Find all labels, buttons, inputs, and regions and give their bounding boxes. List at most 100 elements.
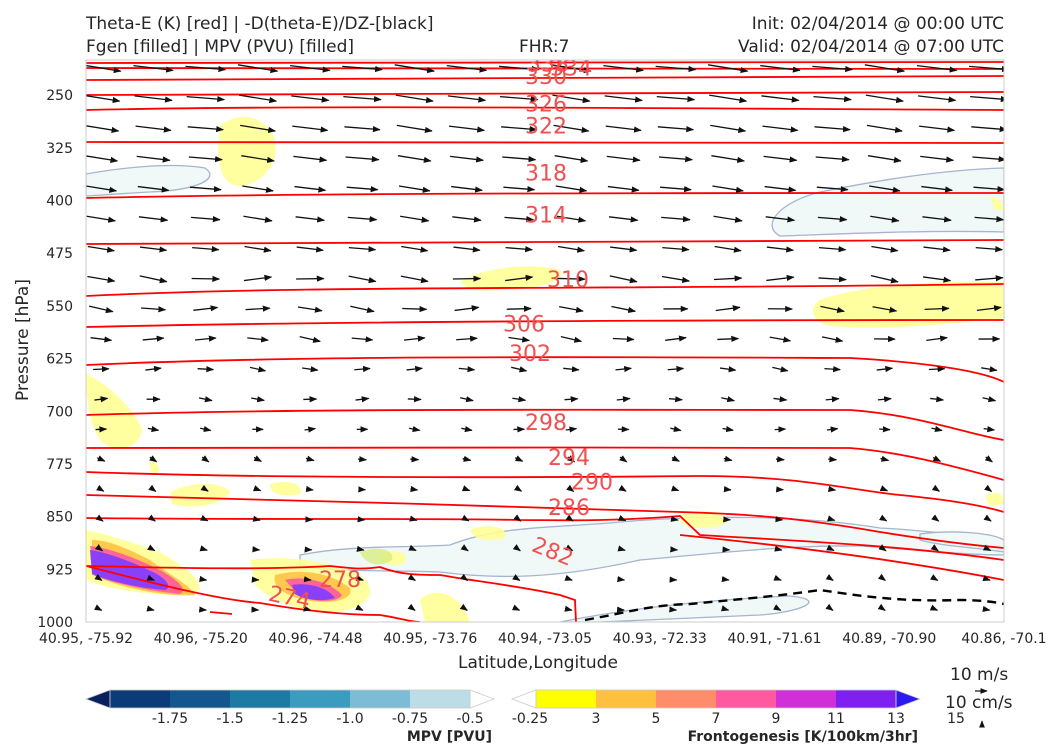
wind-vector [402, 305, 428, 313]
wind-vector [931, 425, 943, 433]
theta-e-line-306 [86, 319, 1004, 328]
wind-vector [512, 544, 521, 552]
wind-vector [447, 95, 487, 103]
wind-vector [347, 216, 378, 223]
wind-vector [342, 65, 383, 73]
wind-vector [657, 125, 695, 133]
wind-vector [717, 335, 740, 342]
wind-vectors [86, 64, 1004, 613]
colorbar-extend-left [84, 689, 111, 709]
colorbar-box [596, 690, 657, 708]
wind-vector [350, 305, 375, 314]
wind-vector [243, 274, 273, 282]
wind-vector [566, 455, 576, 463]
wind-vector [774, 426, 787, 433]
colorbar-frame [535, 689, 897, 709]
dashed-contour [584, 588, 1004, 622]
wind-vector [559, 306, 584, 313]
wind-vector [185, 65, 227, 73]
wind-vector [661, 275, 691, 283]
theta-e-label-290: 290 [571, 471, 613, 496]
wind-vector [560, 336, 583, 343]
wind-vector [821, 336, 844, 343]
wind-vector [825, 396, 840, 403]
wind-vector [242, 185, 274, 193]
wind-vector [922, 216, 952, 223]
ref-horizontal-label: 10 m/s [950, 665, 1008, 685]
wind-vector [400, 275, 429, 284]
wind-vector [972, 155, 1004, 163]
plot-area: 3383343303263223183143103063022982942902… [86, 60, 1004, 622]
x-tick-label: 40.91, -71.61 [727, 631, 821, 647]
wind-vector [655, 65, 697, 73]
wind-vector [238, 94, 278, 104]
wind-vector [762, 125, 799, 133]
wind-vector [932, 455, 942, 462]
wind-vector [930, 544, 939, 552]
colorbar-frame [109, 689, 471, 709]
wind-vector [355, 396, 370, 403]
wind-vector [294, 185, 327, 193]
fgen-region-edge [985, 492, 1004, 506]
valid-time: Valid: 02/04/2014 @ 07:00 UTC [738, 37, 1004, 57]
theta-e-label-310: 310 [547, 268, 589, 293]
wind-vector [200, 484, 209, 492]
fgen-colorbar-title: Frontogenesis [K/100km/3hr] [688, 729, 918, 745]
wind-vector [511, 366, 528, 373]
fgen-region-right-850 [680, 511, 728, 528]
wind-vector [193, 305, 219, 312]
wind-vector [351, 336, 374, 343]
mpv-region-low-mid [299, 516, 1004, 578]
wind-vector [660, 186, 692, 193]
wind-vector [917, 95, 957, 103]
wind-vector [356, 545, 365, 552]
wind-vector [608, 216, 639, 223]
wind-vector [188, 155, 223, 163]
wind-vector [711, 155, 746, 163]
wind-vector [408, 544, 417, 552]
wind-vector [453, 246, 481, 253]
theta-e-label-314: 314 [525, 204, 567, 229]
mpv-colorbar-title: MPV [PVU] [407, 729, 492, 745]
wind-vector [773, 574, 782, 581]
x-axis-title: Latitude,Longitude [458, 653, 618, 673]
x-tick-label: 40.94, -73.05 [498, 631, 592, 647]
x-tick-label: 40.95, -75.92 [39, 631, 133, 647]
theta-e-line-286 [86, 494, 1004, 549]
wind-vector [249, 366, 267, 373]
wind-vector [401, 245, 429, 253]
mpv-region-upper-left [86, 164, 211, 197]
wind-vector [715, 305, 741, 312]
wind-vector [194, 335, 217, 342]
x-tick-label: 40.95, -73.76 [383, 631, 477, 647]
wind-vector [656, 95, 696, 103]
wind-vector [237, 64, 279, 74]
wind-vector [876, 365, 894, 373]
theta-e-line-330 [86, 75, 1004, 81]
theta-e-line-274 [86, 565, 421, 622]
wind-vector [343, 95, 382, 103]
wind-vector [87, 275, 116, 283]
wind-vector [354, 365, 371, 373]
wind-vector [505, 274, 534, 282]
wind-vector [816, 186, 849, 193]
theta-e-label-298: 298 [525, 411, 567, 436]
wind-vector [410, 456, 420, 463]
wind-vector [200, 425, 212, 433]
wind-vector [506, 305, 532, 312]
wind-vector [291, 95, 330, 103]
wind-vector [147, 514, 156, 522]
wind-vector [975, 246, 1004, 253]
fgen-tick-label: 11 [827, 711, 845, 727]
wind-vector [605, 125, 642, 133]
colorbar-box [290, 690, 351, 708]
wind-vector [921, 185, 953, 193]
fgen-tick-label: 3 [592, 711, 601, 727]
wind-vector [251, 396, 265, 403]
wind-vector [671, 455, 680, 462]
x-tick-label: 40.96, -74.48 [268, 631, 362, 647]
fgen-region-bottom [420, 592, 470, 622]
wind-vector [86, 185, 118, 193]
colorbar-box [716, 690, 777, 708]
